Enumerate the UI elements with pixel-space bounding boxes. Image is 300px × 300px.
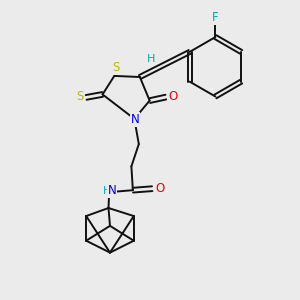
Text: N: N xyxy=(130,112,139,126)
Text: O: O xyxy=(155,182,164,195)
Text: F: F xyxy=(212,11,219,24)
Text: S: S xyxy=(112,61,119,74)
Text: H: H xyxy=(103,186,111,196)
Text: H: H xyxy=(147,53,156,64)
Text: N: N xyxy=(108,184,116,197)
Text: S: S xyxy=(76,90,83,103)
Text: O: O xyxy=(168,90,177,103)
